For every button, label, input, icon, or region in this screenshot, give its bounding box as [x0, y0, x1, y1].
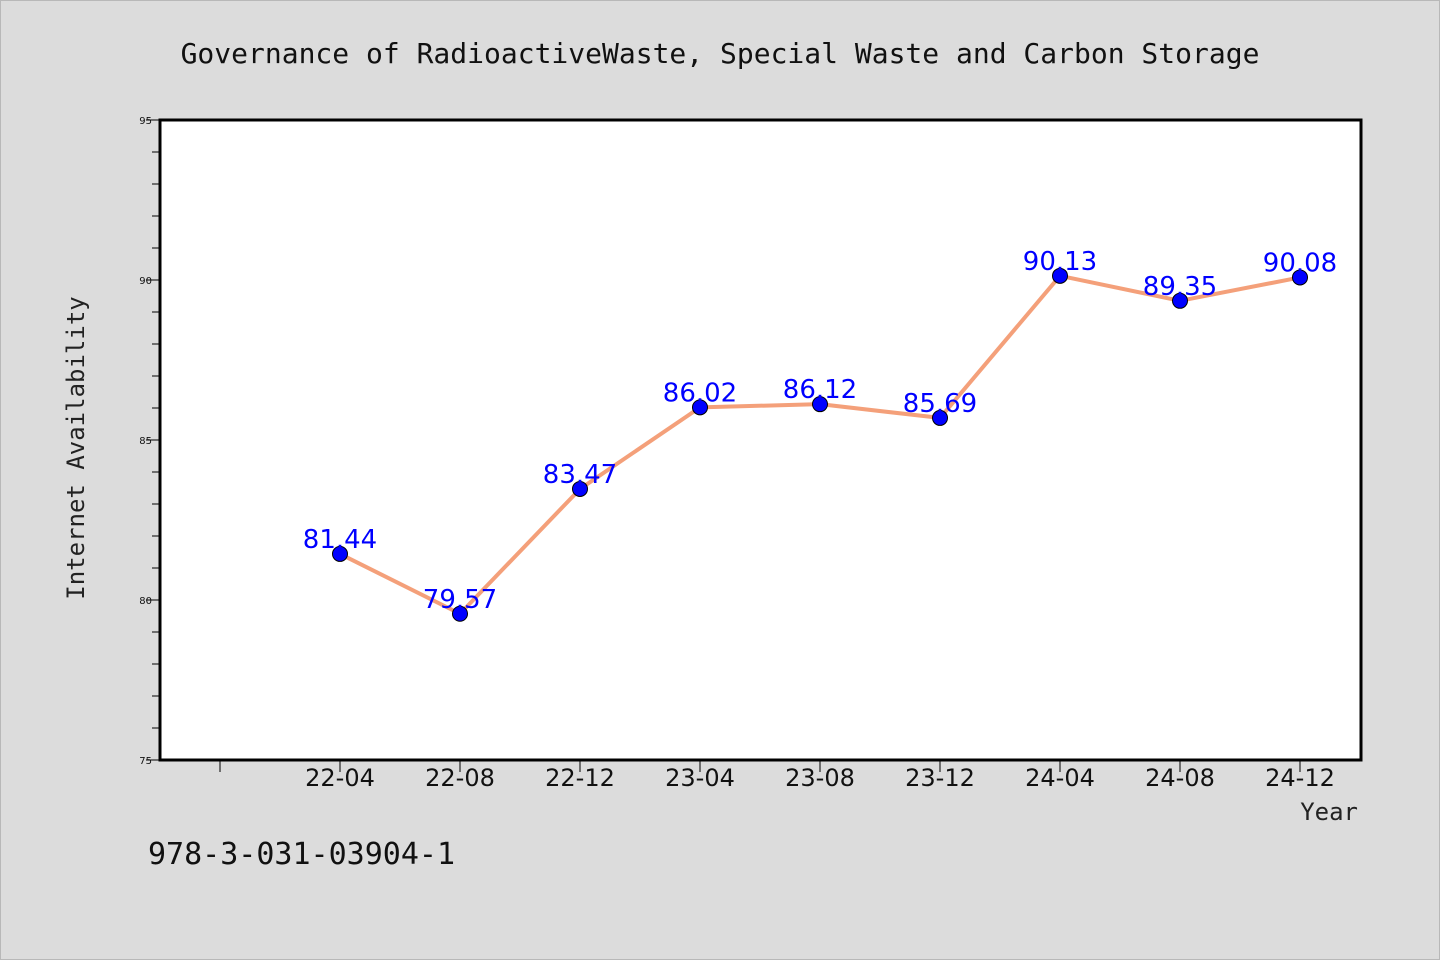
x-tick-label: 22-08 [425, 764, 495, 792]
data-label: 86.02 [663, 378, 737, 408]
y-axis-label: Internet Availability [62, 296, 90, 599]
x-tick-label: 24-08 [1145, 764, 1215, 792]
series-group: 81.44 79.57 83.47 86.02 86.12 85.69 90.13 89.35… [303, 247, 1337, 622]
plot-area [158, 118, 1363, 762]
chart-title: Governance of RadioactiveWaste, Special … [181, 37, 1260, 70]
data-point [812, 396, 828, 413]
y-tick-label: 80 [139, 596, 152, 607]
y-tick-label: 90 [139, 276, 152, 287]
x-tick-label: 23-08 [785, 764, 855, 792]
data-label: 86.12 [783, 375, 857, 405]
y-tick-label: 95 [139, 116, 152, 127]
data-point [692, 399, 708, 416]
data-point [452, 605, 468, 622]
x-axis: 22-04 22-08 22-12 23-04 23-08 23-12 24-04 24-08… [219, 760, 1335, 792]
data-point [1292, 269, 1308, 286]
data-point [572, 480, 588, 497]
y-tick-label: 85 [139, 436, 152, 447]
x-axis-label: Year [1300, 798, 1358, 826]
x-tick-label: 23-04 [665, 764, 735, 792]
data-point [332, 545, 348, 562]
x-tick-label: 24-12 [1265, 764, 1335, 792]
data-point [1172, 292, 1188, 309]
y-axis: 75 80 85 90 95 [139, 116, 160, 767]
data-point [1052, 267, 1068, 284]
data-label: 89.35 [1143, 272, 1217, 302]
data-label: 79.57 [423, 585, 497, 615]
data-label: 83.47 [543, 460, 617, 490]
x-tick-label: 22-12 [545, 764, 615, 792]
isbn-text: 978-3-031-03904-1 [148, 837, 455, 872]
data-label: 81.44 [303, 525, 377, 555]
x-tick-label: 24-04 [1025, 764, 1095, 792]
data-label: 85.69 [903, 389, 977, 419]
y-tick-label: 75 [139, 756, 152, 767]
data-point [932, 409, 948, 426]
x-tick-label: 23-12 [905, 764, 975, 792]
data-label: 90.08 [1263, 248, 1337, 278]
x-tick-label: 22-04 [305, 764, 375, 792]
data-label: 90.13 [1023, 247, 1097, 277]
